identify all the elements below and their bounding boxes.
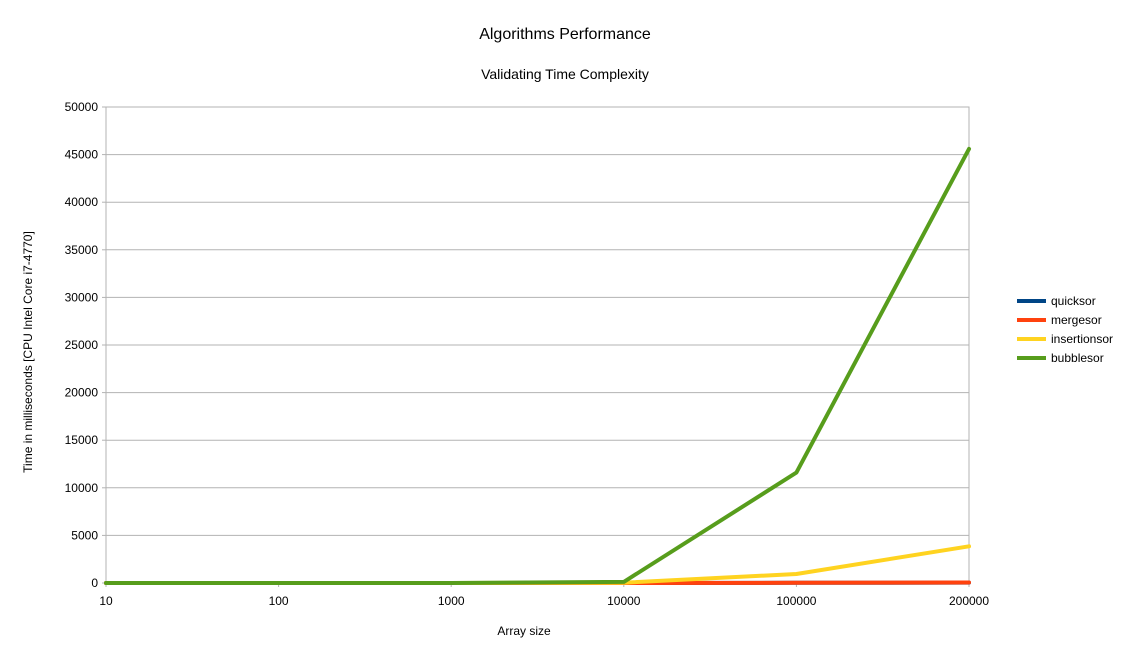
x-tick-label: 100000 bbox=[776, 594, 816, 608]
legend: quicksor mergesor insertionsor bubblesor bbox=[1017, 294, 1113, 365]
y-tick-label: 0 bbox=[91, 576, 98, 590]
x-tick-label: 100 bbox=[269, 594, 289, 608]
legend-item-bubblesor: bubblesor bbox=[1017, 351, 1104, 365]
series-lines bbox=[104, 146, 971, 585]
x-axis-label: Array size bbox=[497, 624, 551, 638]
y-axis-label: Time in milliseconds [CPU Intel Core i7-… bbox=[21, 231, 35, 473]
chart-title: Algorithms Performance bbox=[479, 26, 651, 43]
legend-item-mergesor: mergesor bbox=[1017, 313, 1102, 327]
y-tick-label: 20000 bbox=[65, 386, 99, 400]
y-tick-label: 40000 bbox=[65, 195, 99, 209]
series-line-bubblesor bbox=[104, 146, 971, 585]
y-tick-label: 15000 bbox=[65, 433, 99, 447]
legend-label: mergesor bbox=[1051, 313, 1102, 327]
x-tick-label: 1000 bbox=[438, 594, 465, 608]
x-tick-label: 200000 bbox=[949, 594, 989, 608]
y-tick-label: 5000 bbox=[71, 528, 98, 542]
legend-item-insertionsor: insertionsor bbox=[1017, 332, 1113, 346]
legend-label: bubblesor bbox=[1051, 351, 1104, 365]
y-tick-label: 30000 bbox=[65, 290, 99, 304]
x-tick-label: 10000 bbox=[607, 594, 641, 608]
y-tick-label: 25000 bbox=[65, 338, 99, 352]
gridlines bbox=[106, 106, 969, 584]
y-axis-ticks: 0 5000 10000 15000 20000 25000 30000 35000 40000… bbox=[65, 100, 106, 590]
legend-label: quicksor bbox=[1051, 294, 1096, 308]
x-axis-ticks: 10 100 1000 10000 100000 200000 bbox=[99, 583, 989, 608]
y-tick-label: 45000 bbox=[65, 148, 99, 162]
y-tick-label: 50000 bbox=[65, 100, 99, 114]
x-tick-label: 10 bbox=[99, 594, 113, 608]
y-tick-label: 35000 bbox=[65, 243, 99, 257]
chart-subtitle: Validating Time Complexity bbox=[481, 66, 649, 82]
y-tick-label: 10000 bbox=[65, 481, 99, 495]
legend-label: insertionsor bbox=[1051, 332, 1113, 346]
series-line-insertionsor bbox=[104, 544, 971, 585]
legend-item-quicksor: quicksor bbox=[1017, 294, 1096, 308]
